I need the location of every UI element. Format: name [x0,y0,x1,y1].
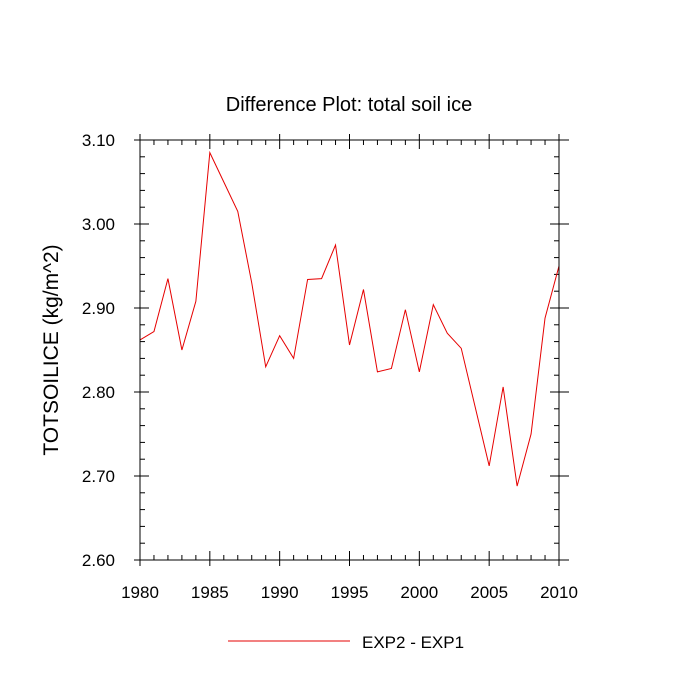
y-tick-label: 2.80 [82,383,115,402]
y-tick-label: 3.10 [82,131,115,150]
plot-frame [139,139,560,561]
x-tick-label: 1985 [191,583,229,602]
y-tick-label: 2.70 [82,467,115,486]
y-tick-label: 3.00 [82,215,115,234]
x-tick-label: 1995 [331,583,369,602]
x-tick-label: 2005 [470,583,508,602]
series-layer [139,150,560,487]
x-tick-label: 1980 [121,583,159,602]
x-tick-label: 2000 [400,583,438,602]
legend-label-exp2-exp1: EXP2 - EXP1 [362,633,464,652]
y-tick-label: 2.60 [82,551,115,570]
y-tick-label: 2.90 [82,299,115,318]
axis-ticks: 1980 1985 1990 1995 2000 2005 2010 2.60 2.70 2.80… [82,131,578,602]
x-tick-label: 1990 [261,583,299,602]
series-line-0 [139,150,560,487]
legend: EXP2 - EXP1 [228,633,464,652]
chart-title: Difference Plot: total soil ice [226,94,472,116]
y-axis-label: TOTSOILICE (kg/m^2) [40,244,63,455]
x-tick-label: 2010 [540,583,578,602]
